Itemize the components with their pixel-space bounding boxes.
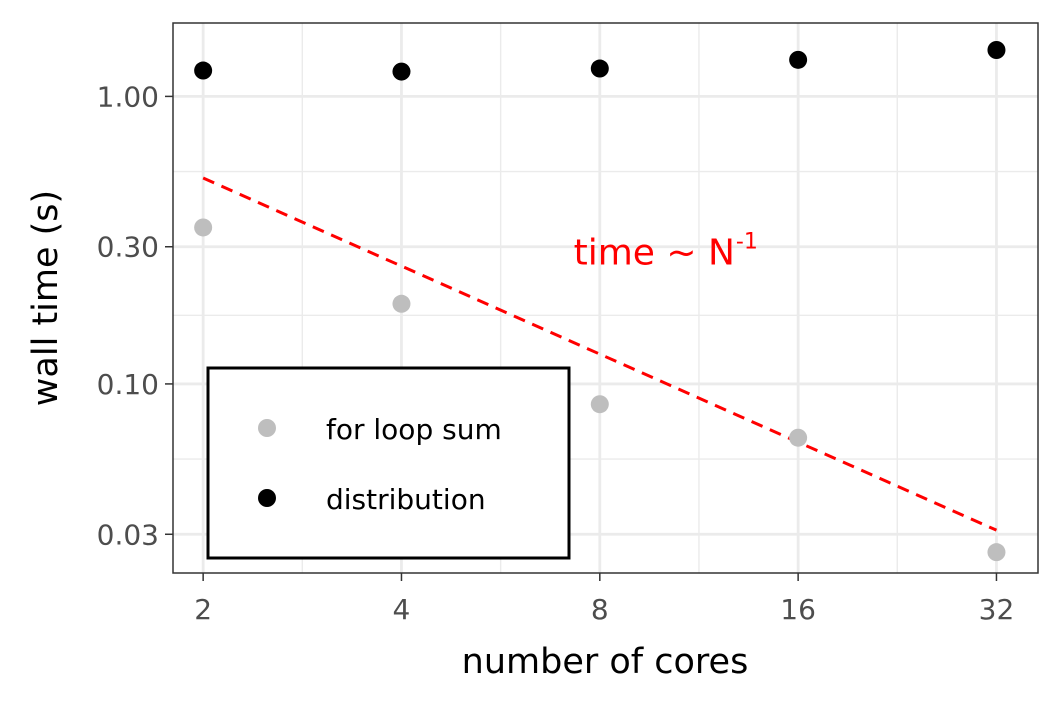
point-for-loop-sum xyxy=(194,218,213,237)
x-tick-label: 16 xyxy=(780,593,816,626)
annotation-text: time ~ N xyxy=(574,233,735,274)
legend-box xyxy=(206,366,571,560)
legend-label-distribution: distribution xyxy=(326,483,486,516)
point-for-loop-sum xyxy=(392,294,411,313)
legend-key-distribution xyxy=(258,489,276,507)
x-tick-label: 32 xyxy=(979,593,1015,626)
point-for-loop-sum xyxy=(987,543,1006,562)
point-distribution xyxy=(590,59,609,78)
reference-line-layer xyxy=(202,176,998,532)
point-distribution xyxy=(194,61,213,80)
x-tick-label: 2 xyxy=(194,593,212,626)
y-axis-ticks: 0.03 0.10 0.30 1.00 xyxy=(97,80,173,551)
annotation-superscript: -1 xyxy=(736,230,758,255)
point-distribution xyxy=(392,62,411,81)
point-distribution xyxy=(987,41,1006,60)
point-for-loop-sum xyxy=(789,428,808,447)
legend-label-for-loop-sum: for loop sum xyxy=(326,413,502,446)
x-tick-label: 8 xyxy=(591,593,609,626)
y-tick-label: 0.03 xyxy=(97,518,159,551)
y-tick-label: 0.30 xyxy=(97,231,159,264)
x-axis-ticks: 2 4 8 16 32 xyxy=(194,573,1014,626)
y-tick-label: 1.00 xyxy=(97,80,159,113)
y-axis-title: wall time (s) xyxy=(26,190,66,406)
points-layer xyxy=(194,41,1006,562)
x-tick-label: 4 xyxy=(393,593,411,626)
reference-line xyxy=(202,176,998,532)
plot-panel-border xyxy=(172,22,1039,574)
legend: for loop sum distribution xyxy=(206,366,571,560)
point-distribution xyxy=(789,50,808,69)
annotation-layer: time ~ N -1 xyxy=(574,230,758,274)
point-for-loop-sum xyxy=(590,395,609,414)
x-axis-title: number of cores xyxy=(462,642,749,682)
y-tick-label: 0.10 xyxy=(97,368,159,401)
legend-key-for-loop-sum xyxy=(258,419,276,437)
